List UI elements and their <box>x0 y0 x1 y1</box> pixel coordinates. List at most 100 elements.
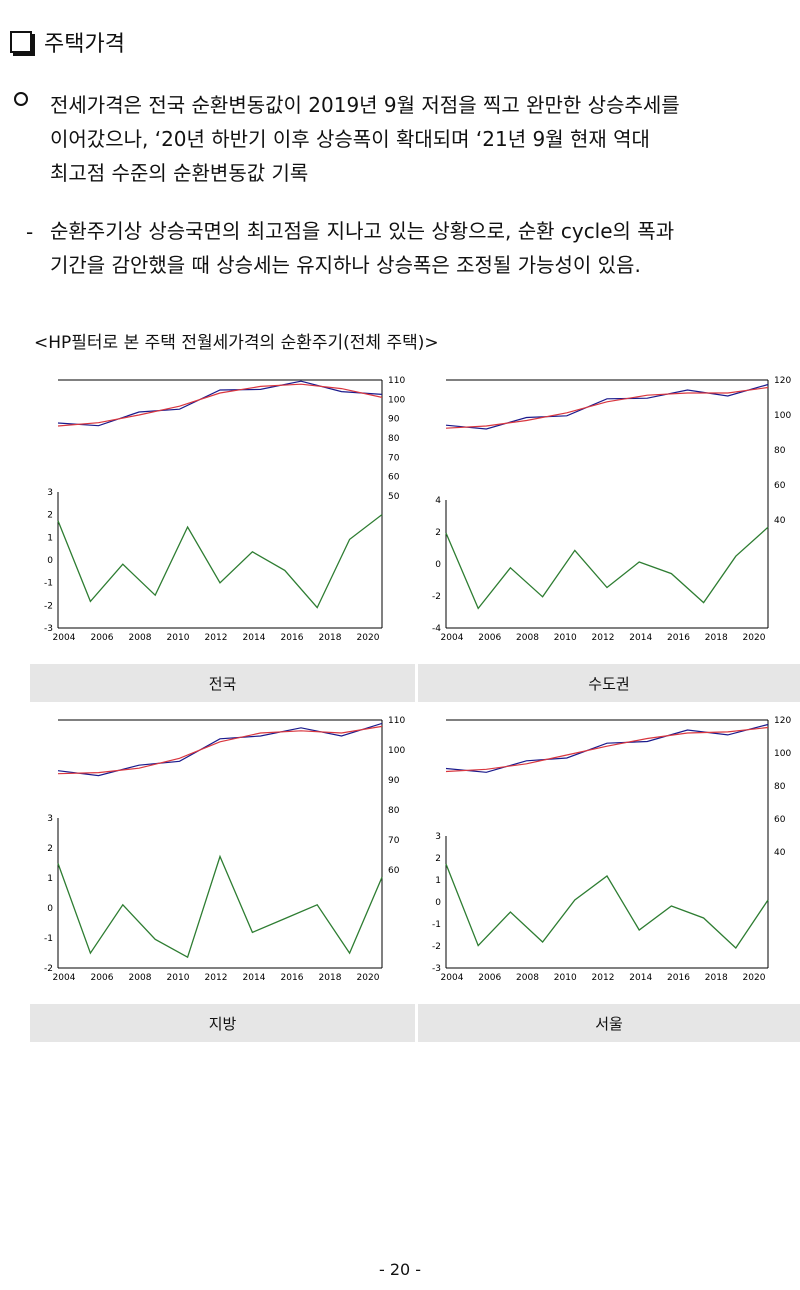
left-tick-label: 0 <box>47 904 53 914</box>
left-tick-label: 2 <box>47 511 53 521</box>
right-tick-label: 80 <box>774 782 786 792</box>
left-tick-label: 0 <box>435 560 441 570</box>
left-tick-label: 3 <box>435 832 441 842</box>
right-tick-label: 110 <box>388 376 405 386</box>
left-tick-label: -1 <box>44 579 53 589</box>
figure-caption: <HP필터로 본 주택 전월세가격의 순환주기(전체 주택)> <box>34 333 439 353</box>
x-tick-label: 2010 <box>167 973 190 983</box>
x-tick-label: 2010 <box>167 633 190 643</box>
x-tick-label: 2018 <box>319 633 342 643</box>
x-tick-label: 2014 <box>629 633 652 643</box>
paragraph-main: 전세가격은 전국 순환변동값이 2019년 9월 저점을 찍고 완만한 상승추세… <box>50 88 800 190</box>
left-tick-label: 0 <box>435 898 441 908</box>
left-tick-label: 3 <box>47 488 53 498</box>
right-tick-label: 80 <box>388 434 400 444</box>
right-tick-label: 90 <box>388 776 400 786</box>
section-heading: 주택가격 <box>8 26 125 58</box>
right-tick-label: 70 <box>388 836 400 846</box>
cycle-series-line <box>445 863 769 949</box>
right-tick-label: 70 <box>388 453 400 463</box>
left-tick-label: -2 <box>432 942 441 952</box>
paragraph-line: 전세가격은 전국 순환변동값이 2019년 9월 저점을 찍고 완만한 상승추세… <box>50 93 680 117</box>
x-tick-label: 2006 <box>478 973 501 983</box>
left-tick-label: 2 <box>47 844 53 854</box>
trend-series-line <box>57 383 383 427</box>
x-tick-label: 2004 <box>441 633 464 643</box>
chart-svg: 3 2 1 0 -1 -2 -3 120 100 80 60 40 2004 2006 2008 2010 20… <box>432 716 791 983</box>
x-tick-label: 2010 <box>554 633 577 643</box>
chart-svg: 3 2 1 0 -1 -2 110 100 90 80 70 60 2004 2006 2008 2010 20… <box>44 716 405 983</box>
left-tick-label: -3 <box>44 624 53 634</box>
checkbox-icon <box>10 31 32 53</box>
right-tick-label: 120 <box>774 716 791 726</box>
right-tick-label: 60 <box>388 473 400 483</box>
x-tick-label: 2006 <box>478 633 501 643</box>
right-tick-label: 120 <box>774 376 791 386</box>
x-tick-label: 2012 <box>592 973 615 983</box>
cycle-series-line <box>57 854 383 959</box>
chart-capital-area: 4 2 0 -2 -4 120 100 80 60 40 2004 2006 2008 2010 2012 2… <box>418 370 800 660</box>
x-tick-label: 2004 <box>53 973 76 983</box>
chart-svg: 3 2 1 0 -1 -2 -3 110 100 90 80 70 60 50 2004 2006 2008 20… <box>44 376 405 643</box>
left-tick-label: -2 <box>44 964 53 974</box>
chart-provinces: 3 2 1 0 -1 -2 110 100 90 80 70 60 2004 2006 2008 2010 20… <box>30 710 415 1000</box>
x-tick-label: 2004 <box>441 973 464 983</box>
x-tick-label: 2018 <box>319 973 342 983</box>
page-number: - 20 - <box>378 1260 422 1279</box>
x-tick-label: 2018 <box>705 633 728 643</box>
right-tick-label: 60 <box>774 815 786 825</box>
cycle-series-line <box>57 514 383 609</box>
left-tick-label: -1 <box>44 934 53 944</box>
x-tick-label: 2016 <box>667 973 690 983</box>
chart-svg: 4 2 0 -2 -4 120 100 80 60 40 2004 2006 2008 2010 2012 2… <box>432 376 791 643</box>
x-tick-label: 2006 <box>91 633 114 643</box>
left-tick-label: 3 <box>47 814 53 824</box>
right-tick-label: 40 <box>774 516 786 526</box>
x-tick-label: 2008 <box>516 973 539 983</box>
x-tick-label: 2014 <box>243 973 266 983</box>
right-tick-label: 80 <box>774 446 786 456</box>
trend-series-line <box>445 726 769 773</box>
left-tick-label: 2 <box>435 528 441 538</box>
left-tick-label: -3 <box>432 964 441 974</box>
actual-series-line <box>445 383 769 430</box>
right-tick-label: 60 <box>388 866 400 876</box>
x-tick-label: 2016 <box>281 973 304 983</box>
right-tick-label: 40 <box>774 848 786 858</box>
chart-label-capital-area: 수도권 <box>418 664 800 702</box>
x-tick-label: 2016 <box>667 633 690 643</box>
trend-series-line <box>445 386 769 429</box>
left-tick-label: -1 <box>432 920 441 930</box>
right-tick-label: 80 <box>388 806 400 816</box>
actual-series-line <box>57 722 383 777</box>
x-tick-label: 2008 <box>129 973 152 983</box>
circle-bullet-icon <box>14 92 28 106</box>
x-tick-label: 2014 <box>629 973 652 983</box>
paragraph-line: 순환주기상 상승국면의 최고점을 지나고 있는 상황으로, 순환 cycle의 … <box>50 219 675 243</box>
right-tick-label: 100 <box>774 411 791 421</box>
left-tick-label: -2 <box>44 601 53 611</box>
right-tick-label: 100 <box>774 749 791 759</box>
x-tick-label: 2008 <box>129 633 152 643</box>
x-tick-label: 2014 <box>243 633 266 643</box>
chart-label-national: 전국 <box>30 664 415 702</box>
paragraph-line: 기간을 감안했을 때 상승세는 유지하나 상승폭은 조정될 가능성이 있음. <box>50 253 641 277</box>
dash-bullet-icon: - <box>26 220 34 244</box>
cycle-series-line <box>445 526 769 610</box>
paragraph-line: 최고점 수준의 순환변동값 기록 <box>50 161 309 185</box>
x-tick-label: 2006 <box>91 973 114 983</box>
trend-series-line <box>57 725 383 775</box>
right-tick-label: 90 <box>388 415 400 425</box>
x-tick-label: 2020 <box>743 973 766 983</box>
x-tick-label: 2020 <box>743 633 766 643</box>
x-tick-label: 2012 <box>205 973 228 983</box>
x-tick-label: 2010 <box>554 973 577 983</box>
x-tick-label: 2012 <box>592 633 615 643</box>
x-tick-label: 2020 <box>357 633 380 643</box>
actual-series-line <box>57 380 383 427</box>
actual-series-line <box>445 723 769 773</box>
paragraph-sub: 순환주기상 상승국면의 최고점을 지나고 있는 상황으로, 순환 cycle의 … <box>50 214 800 282</box>
chart-label-seoul: 서울 <box>418 1004 800 1042</box>
x-tick-label: 2018 <box>705 973 728 983</box>
left-tick-label: 0 <box>47 556 53 566</box>
